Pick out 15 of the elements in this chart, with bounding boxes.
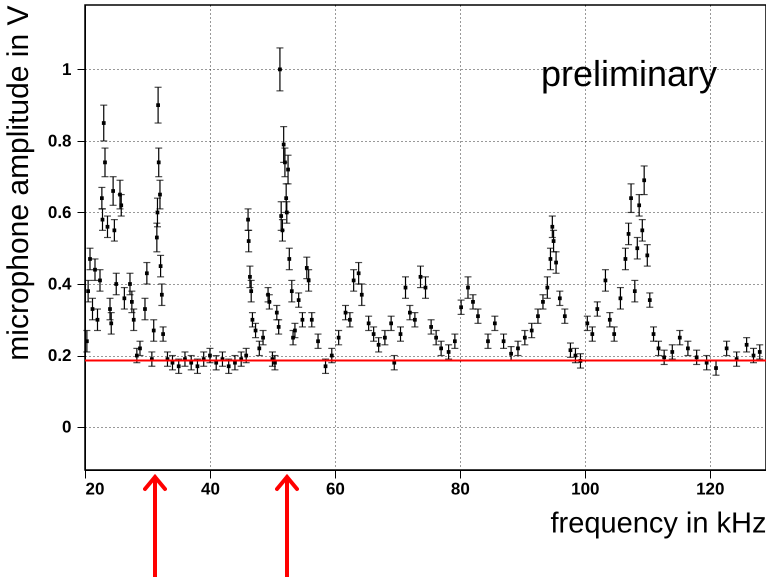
x-tick-label: 120 (696, 480, 724, 498)
x-tick-label: 20 (86, 480, 104, 498)
y-axis-title: microphone amplitude in V (2, 6, 35, 361)
y-tick-label: 1 (62, 60, 72, 79)
x-tick-label: 80 (450, 480, 470, 498)
y-tick-label: 0.4 (48, 274, 72, 294)
y-tick-label: 0.2 (48, 346, 72, 366)
y-tick-label: 0.6 (48, 202, 72, 222)
x-tick-label: 60 (326, 480, 345, 498)
y-tick-label: 0 (62, 418, 72, 437)
x-tick-label: 40 (200, 480, 220, 498)
x-tick-label: 100 (571, 480, 600, 498)
x-axis-title: frequency in kHz (550, 508, 766, 540)
annotation: preliminary (540, 53, 717, 94)
y-tick-label: 0.8 (48, 131, 72, 150)
